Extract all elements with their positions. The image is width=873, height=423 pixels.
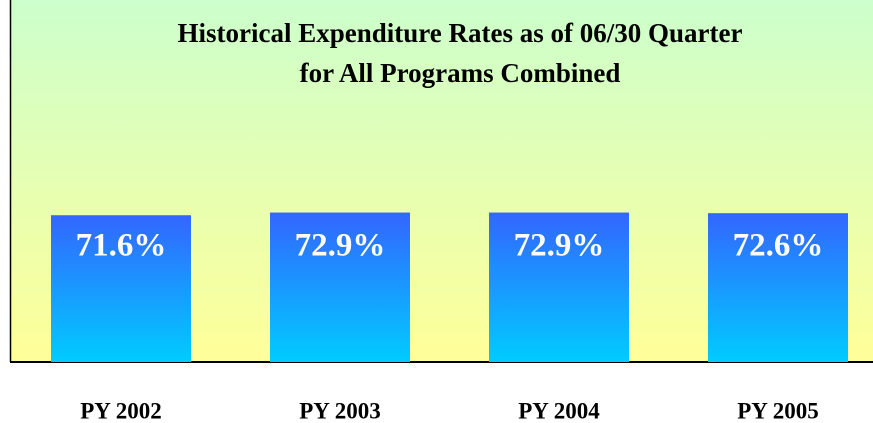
data-label: 72.6% xyxy=(733,228,824,264)
x-tick-label: PY 2004 xyxy=(518,398,600,423)
x-tick-label: PY 2005 xyxy=(737,398,819,423)
bar xyxy=(51,215,191,362)
chart-title: Historical Expenditure Rates as of 06/30… xyxy=(178,18,743,48)
bar xyxy=(489,212,629,362)
chart-title: for All Programs Combined xyxy=(300,58,621,88)
data-label: 72.9% xyxy=(514,228,605,264)
data-label: 72.9% xyxy=(295,228,386,264)
bar xyxy=(708,213,848,362)
data-label: 71.6% xyxy=(76,228,167,264)
x-tick-label: PY 2002 xyxy=(80,398,162,423)
x-tick-label: PY 2003 xyxy=(299,398,381,423)
bar xyxy=(270,212,410,362)
